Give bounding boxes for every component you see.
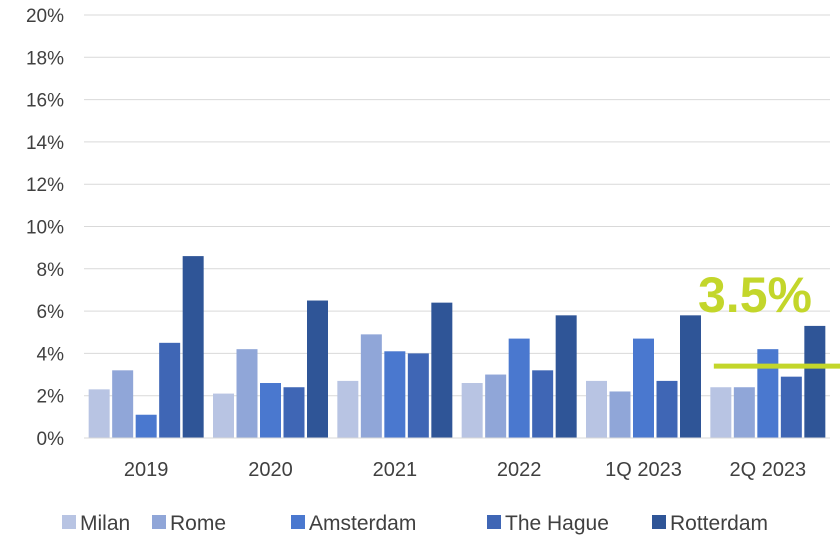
legend-label: Rotterdam [670,512,768,535]
annotation: 3.5% [698,267,840,369]
y-tick-label: 0% [37,429,65,450]
bar-group [710,325,826,438]
x-category-label: 2022 [497,459,542,481]
bar [508,338,530,438]
y-tick-label: 14% [26,133,64,154]
legend-swatch [487,515,501,529]
y-tick-label: 6% [37,302,65,323]
bar [431,302,453,438]
y-tick-label: 10% [26,218,64,239]
bar [656,380,678,438]
x-category-label: 2021 [373,459,418,481]
bar-group [213,300,328,438]
bar-group [586,315,701,438]
x-category-label: 2Q 2023 [729,459,806,481]
y-tick-label: 20% [26,6,64,27]
legend-swatch [62,515,76,529]
legend-item: Amsterdam [291,512,416,535]
legend-item: The Hague [487,512,609,535]
legend-swatch [152,515,166,529]
legend-swatch [291,515,305,529]
legend-label: Milan [80,512,130,535]
bar [307,300,328,438]
legend-swatch [652,515,666,529]
x-axis-category-labels: 2019 2020 2021 2022 1Q 2023 2Q 2023 [124,459,806,481]
bar-groups [88,256,826,438]
bar [159,342,181,438]
bar [757,349,779,438]
legend-item: Milan [62,512,130,535]
bar [461,383,483,438]
bar [733,387,755,438]
bar [236,349,258,438]
bar [532,370,554,438]
bar [780,376,802,438]
x-category-label: 2020 [248,459,293,481]
y-tick-label: 2% [37,387,65,408]
bar-group [88,256,204,438]
legend-label: Amsterdam [309,512,416,535]
bar [586,380,607,438]
y-tick-label: 18% [26,48,64,69]
bar-group [461,315,577,438]
legend: Milan Rome Amsterdam The Hague Rotterdam [62,512,768,535]
y-tick-label: 4% [37,344,65,365]
bar [213,393,234,438]
legend-item: Rotterdam [652,512,768,535]
bar [680,315,701,438]
bar [407,353,429,438]
bar [555,315,577,438]
x-category-label: 1Q 2023 [605,459,682,481]
y-tick-label: 8% [37,260,65,281]
bar [633,338,654,438]
y-tick-label: 12% [26,175,64,196]
legend-label: Rome [170,512,226,535]
annotation-label: 3.5% [698,267,812,323]
bar-group [337,302,453,438]
y-axis-tick-labels: 0% 2% 4% 6% 8% 10% 12% 14% 16% 18% 20% [26,6,64,450]
legend-label: The Hague [505,512,609,535]
bar [710,387,732,438]
bar [182,256,204,438]
bar [112,370,134,438]
bar [804,325,826,438]
bar [88,389,110,438]
bar [485,374,507,438]
legend-item: Rome [152,512,226,535]
bar [260,383,281,438]
bar [135,414,157,438]
x-category-label: 2019 [124,459,169,481]
bar [337,380,359,438]
bar [384,351,406,438]
bar [609,391,631,438]
bar [283,387,305,438]
gridlines [84,14,830,397]
bar [360,334,382,438]
y-tick-label: 16% [26,91,64,112]
